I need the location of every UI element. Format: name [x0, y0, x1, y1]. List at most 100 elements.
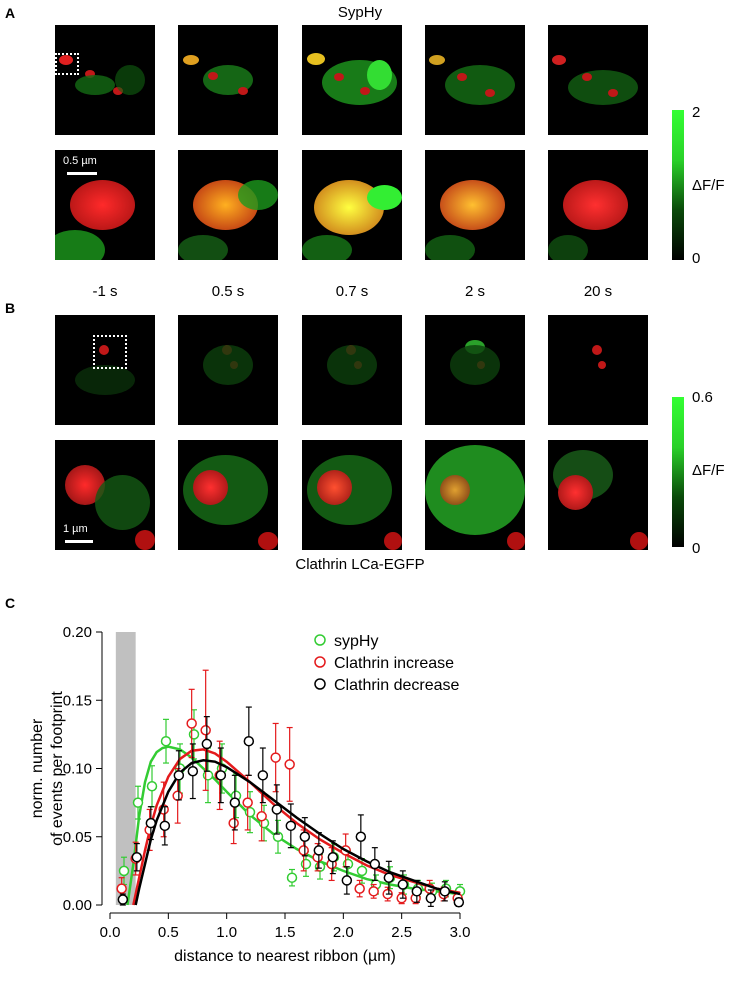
- data-point: [173, 770, 185, 781]
- data-point: [187, 765, 199, 777]
- data-point: [215, 770, 227, 781]
- x-tick-label: 1.5: [275, 924, 296, 941]
- colorbar-b: [672, 397, 684, 547]
- shaded-region: [115, 632, 136, 905]
- time-label-2: 0.5 s: [211, 283, 245, 300]
- clathrin-zoom-image-2: [178, 440, 278, 550]
- data-point: [425, 892, 437, 904]
- sypHy-overview-image-2: [178, 25, 278, 135]
- data-point: [368, 886, 379, 897]
- data-point: [313, 845, 325, 856]
- data-point: [159, 820, 171, 832]
- distance-distribution-chart: 0.00 0.05 0.10 0.15 0.20 0.0 0.5 1.0 1.5 2.0 2.5 3.…: [29, 624, 471, 965]
- scalebar-b: [65, 540, 93, 543]
- legend-marker: [314, 678, 326, 690]
- x-tick-label: 3.0: [450, 924, 471, 941]
- data-point: [117, 894, 129, 905]
- colorbar-a: [672, 110, 684, 260]
- data-point: [354, 883, 365, 894]
- panel-label-c: C: [5, 595, 16, 611]
- data-point: [145, 817, 157, 829]
- data-point: [383, 872, 395, 883]
- time-label-4: 2 s: [464, 283, 485, 300]
- clathrin-zoom-image-5: [548, 440, 648, 550]
- data-point: [118, 865, 130, 877]
- data-point: [286, 872, 298, 883]
- time-label-3: 0.7 s: [335, 283, 369, 300]
- sypHy-overview-image-1: [55, 25, 155, 135]
- sypHy-overview-image-4: [425, 25, 525, 135]
- roi-box: [93, 335, 127, 369]
- clathrin-zoom-image-1: 1 µm: [55, 440, 155, 550]
- legend-entry: Clathrin increase: [334, 655, 454, 672]
- x-tick-label: 0.0: [100, 924, 121, 941]
- data-point: [132, 797, 144, 808]
- panel-label-a: A: [5, 5, 16, 21]
- data-point: [270, 752, 281, 763]
- colorbar-a-label: ΔF/F: [692, 177, 725, 194]
- legend-marker: [314, 634, 326, 646]
- x-tick-label: 0.5: [158, 924, 179, 941]
- data-point: [200, 725, 211, 736]
- fit-curve-2: [134, 759, 461, 906]
- data-point: [131, 851, 143, 863]
- panel-a-title: SypHy: [337, 4, 383, 21]
- data-point: [439, 886, 451, 897]
- data-point: [355, 831, 367, 842]
- data-point: [257, 770, 269, 781]
- data-point: [229, 797, 241, 808]
- y-axis-label-line1: norm. number: [29, 718, 46, 818]
- data-point: [285, 820, 297, 832]
- data-point: [186, 718, 197, 729]
- data-point: [298, 845, 309, 856]
- data-point: [284, 759, 295, 770]
- data-point: [314, 861, 326, 873]
- data-point: [271, 804, 283, 815]
- data-point: [256, 811, 267, 822]
- data-point: [300, 858, 312, 870]
- time-label-1: -1 s: [92, 283, 118, 300]
- colorbar-b-min: 0: [692, 540, 701, 557]
- sypHy-zoom-image-1: 0.5 µm: [55, 150, 155, 260]
- sypHy-overview-image-5: [548, 25, 648, 135]
- data-point: [188, 729, 200, 740]
- data-point: [201, 738, 213, 750]
- data-point: [356, 865, 368, 877]
- data-point: [341, 875, 353, 886]
- clathrin-overview-image-3: [302, 315, 402, 425]
- y-axis-label-line2: of events per footprint: [49, 691, 66, 846]
- data-point: [202, 770, 214, 781]
- legend-entry: Clathrin decrease: [334, 677, 460, 694]
- y-tick-label: 0.10: [63, 761, 92, 778]
- y-tick-label: 0.00: [63, 897, 92, 914]
- sypHy-zoom-image-2: [178, 150, 278, 260]
- data-point: [453, 897, 465, 908]
- scalebar-b-label: 1 µm: [63, 523, 88, 535]
- data-point: [327, 851, 339, 863]
- clathrin-overview-image-2: [178, 315, 278, 425]
- sypHy-zoom-image-4: [425, 150, 525, 260]
- clathrin-overview-image-4: [425, 315, 525, 425]
- time-label-5: 20 s: [583, 283, 613, 300]
- panel-b-caption: Clathrin LCa-EGFP: [295, 556, 425, 573]
- data-point: [244, 806, 256, 818]
- legend-marker: [314, 656, 326, 668]
- x-tick-label: 1.0: [216, 924, 237, 941]
- sypHy-zoom-image-3: [302, 150, 402, 260]
- colorbar-b-max: 0.6: [692, 389, 713, 406]
- clathrin-overview-image-5: [548, 315, 648, 425]
- sypHy-overview-image-3: [302, 25, 402, 135]
- sypHy-zoom-image-5: [548, 150, 648, 260]
- data-point: [397, 879, 409, 890]
- colorbar-a-max: 2: [692, 104, 701, 121]
- roi-box: [55, 53, 79, 75]
- clathrin-zoom-image-4: [425, 440, 525, 550]
- colorbar-b-label: ΔF/F: [692, 462, 725, 479]
- data-point: [228, 817, 239, 829]
- data-point: [172, 790, 183, 802]
- data-point: [242, 797, 253, 808]
- y-tick-label: 0.15: [63, 692, 92, 709]
- panel-label-b: B: [5, 300, 16, 316]
- x-tick-label: 2.0: [333, 924, 354, 941]
- data-point: [160, 735, 172, 747]
